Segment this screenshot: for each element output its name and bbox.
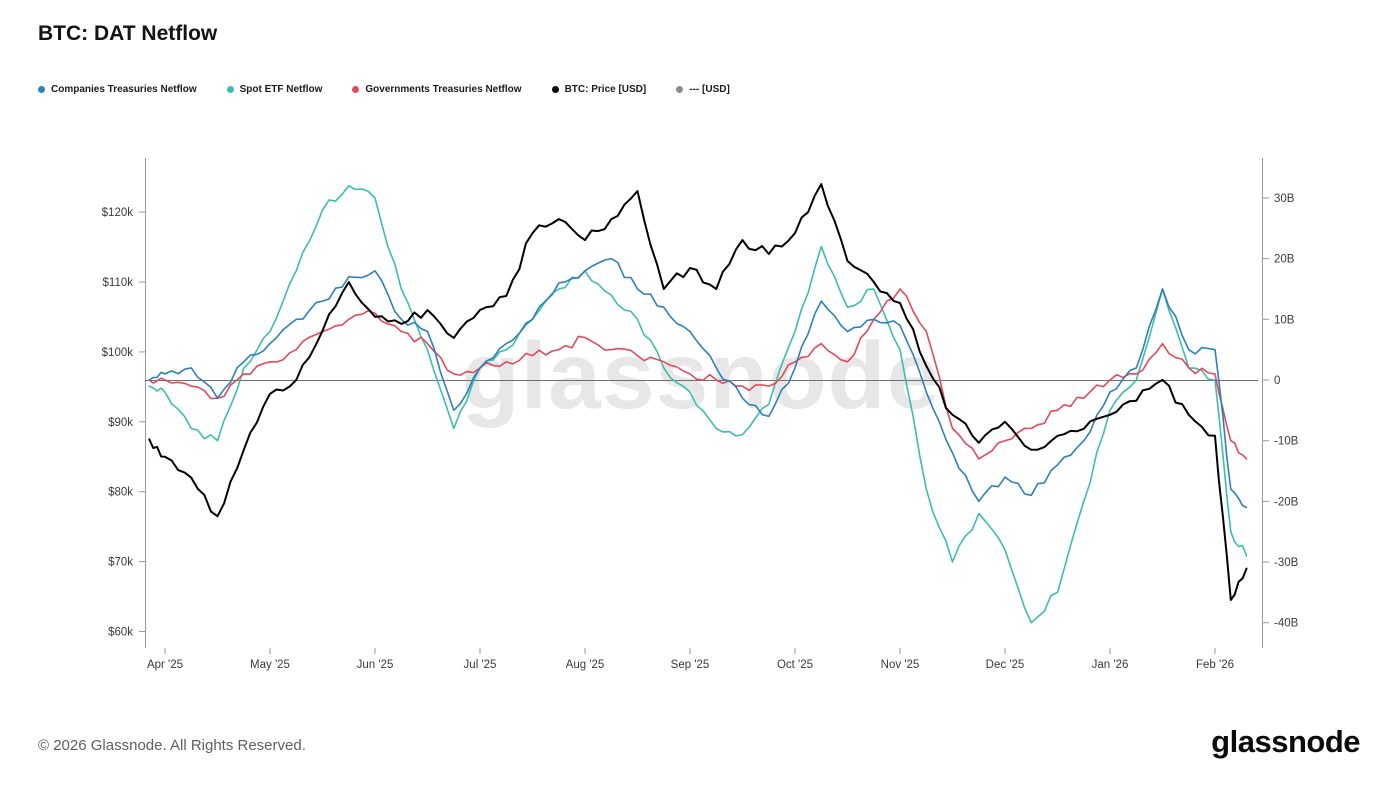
legend-dot-icon [676,86,684,93]
x-axis-tick-label: Oct '25 [777,659,813,671]
right-axis-tick-label: -30B [1274,557,1299,569]
legend-item-btc-price-usd[interactable]: BTC: Price [USD] [551,84,647,95]
series-line-companies-treasuries-netflow [148,257,1248,509]
x-axis-tick-label: Feb '26 [1196,659,1234,671]
legend-label: Companies Treasuries Netflow [51,84,197,95]
x-axis-tick-label: Jan '26 [1092,659,1129,671]
legend-dot-icon [38,86,45,93]
legend-item-spot-etf-netflow[interactable]: Spot ETF Netflow [226,84,323,95]
left-axis-tick-label: $110k [103,277,134,289]
right-axis-tick-label: -20B [1274,496,1299,508]
chart-title: BTC: DAT Netflow [38,22,218,45]
series-line-spot-etf-netflow [148,185,1248,624]
x-axis-tick-label: May '25 [250,659,290,671]
chart-legend: Companies Treasuries Netflow Spot ETF Ne… [38,84,730,95]
legend-dot-icon [551,86,559,93]
legend-item-dashed-usd[interactable]: --- [USD] [676,84,730,95]
glassnode-logo: glassnode [1211,724,1360,759]
x-axis-tick-label: Apr '25 [147,659,183,671]
legend-label: Governments Treasuries Netflow [365,84,522,95]
x-axis-tick-label: Aug '25 [566,659,605,671]
left-axis-tick-label: $80k [108,487,133,499]
series-line-btc-price-usd [148,183,1248,601]
left-axis-tick-label: $90k [108,417,133,429]
legend-dot-icon [352,86,360,93]
x-axis-tick-label: Jun '25 [357,659,394,671]
x-axis-tick-label: Dec '25 [986,659,1025,671]
left-axis-tick-label: $60k [108,627,133,639]
x-axis-tick-label: Jul '25 [464,659,497,671]
copyright-text: © 2026 Glassnode. All Rights Reserved. [38,737,306,754]
legend-label: --- [USD] [689,84,730,95]
x-axis-tick-label: Nov '25 [881,659,920,671]
legend-item-governments-treasuries-netflow[interactable]: Governments Treasuries Netflow [352,84,522,95]
left-axis-tick-label: $120k [102,207,134,219]
right-axis-tick-label: -40B [1274,618,1299,630]
legend-label: Spot ETF Netflow [239,84,323,95]
right-axis-tick-label: -10B [1274,436,1299,448]
left-axis-tick-label: $100k [102,347,134,359]
legend-dot-icon [226,86,234,93]
right-axis-tick-label: 20B [1274,254,1295,266]
right-axis-tick-label: 30B [1274,193,1295,205]
legend-label: BTC: Price [USD] [564,84,647,95]
x-axis-tick-label: Sep '25 [671,659,710,671]
left-axis-tick-label: $70k [108,557,133,569]
right-axis-tick-label: 10B [1274,314,1295,326]
series-line-governments-treasuries-netflow [148,288,1248,460]
legend-item-companies-treasuries-netflow[interactable]: Companies Treasuries Netflow [38,84,197,95]
right-axis-tick-label: 0 [1274,375,1280,387]
